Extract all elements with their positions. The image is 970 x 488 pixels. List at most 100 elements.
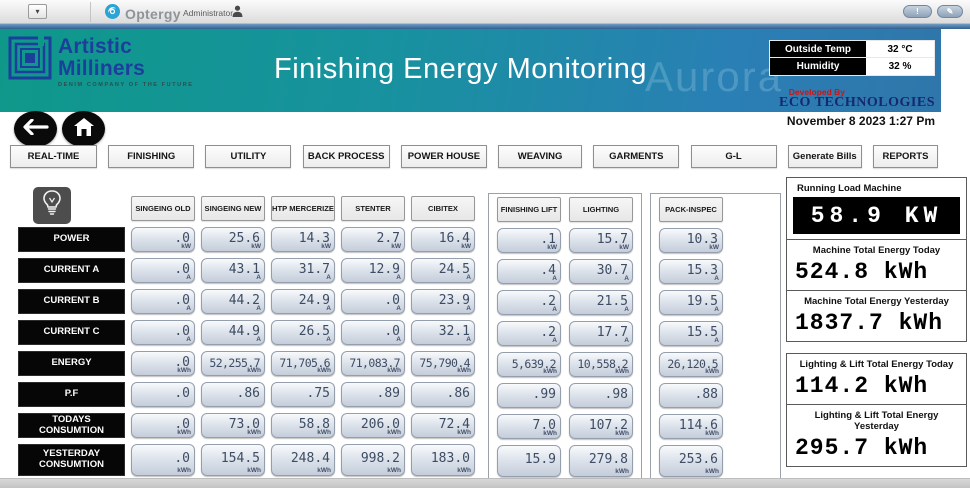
humidity-value: 32 % bbox=[866, 58, 934, 75]
optergy-brand: Optergy bbox=[104, 3, 181, 25]
edit-button[interactable]: ✎ bbox=[937, 5, 963, 18]
home-button[interactable] bbox=[62, 111, 105, 147]
row-label-current-c: CURRENT C bbox=[18, 320, 125, 345]
lcd-value: .88 bbox=[694, 387, 718, 402]
summary-panel: Running Load Machine 58.9 KW Machine Tot… bbox=[786, 177, 967, 467]
column-header-lighting[interactable]: LIGHTING bbox=[569, 197, 633, 222]
nav-back-process[interactable]: BACK PROCESS bbox=[302, 145, 390, 168]
unit-label: kWh bbox=[247, 467, 261, 474]
lighting-bulb-button[interactable] bbox=[33, 187, 71, 224]
lcd-cell: 58.8 kWh bbox=[271, 413, 335, 438]
unit-label: kWh bbox=[387, 429, 401, 436]
lcd-cell: 10,558.2 kWh bbox=[569, 352, 633, 377]
window-dropdown-button[interactable]: ▾ bbox=[28, 4, 47, 19]
lcd-cell: 30.7 A bbox=[569, 259, 633, 284]
outside-temp-label: Outside Temp bbox=[770, 41, 866, 57]
lcd-cell: .0 kWh bbox=[131, 413, 195, 438]
lcd-cell: 44.2 A bbox=[201, 289, 265, 314]
unit-label: A bbox=[186, 274, 191, 281]
lcd-value: 25.6 bbox=[228, 231, 260, 246]
lcd-cell: 16.4 kW bbox=[411, 227, 475, 252]
lcd-value: .86 bbox=[446, 386, 470, 401]
summary-label: Lighting & Lift Total Energy Yesterday bbox=[814, 410, 939, 432]
page-title: Finishing Energy Monitoring bbox=[274, 53, 647, 85]
nav-utility[interactable]: UTILITY bbox=[205, 145, 292, 168]
artistic-milliners-logo-icon bbox=[8, 36, 52, 88]
nav-power-house[interactable]: POWER HOUSE bbox=[400, 145, 487, 168]
nav-g-l[interactable]: G-L bbox=[690, 145, 777, 168]
lcd-cell: .0 A bbox=[131, 289, 195, 314]
unit-label: kWh bbox=[615, 468, 629, 475]
lcd-value: 30.7 bbox=[596, 263, 628, 278]
lcd-value: 23.9 bbox=[438, 293, 470, 308]
main-columns: SINGEING OLD .0 kW .0 A .0 A .0 A .0 kWh .0.0 kWh .0 k… bbox=[131, 196, 475, 476]
unit-label: A bbox=[186, 336, 191, 343]
unit-label: kWh bbox=[457, 467, 471, 474]
developer-name: ECO TECHNOLOGIES bbox=[779, 95, 935, 110]
lcd-cell: 23.9 A bbox=[411, 289, 475, 314]
lcd-cell: 75,790.4 kWh bbox=[411, 351, 475, 376]
lcd-value: 10,558.2 bbox=[577, 357, 628, 371]
lcd-cell: .4 A bbox=[497, 259, 561, 284]
unit-label: kWh bbox=[615, 368, 629, 375]
nav-garments[interactable]: GARMENTS bbox=[593, 145, 680, 168]
lcd-value: 107.2 bbox=[588, 418, 628, 433]
lcd-cell: 31.7 A bbox=[271, 258, 335, 283]
nav-weaving[interactable]: WEAVING bbox=[498, 145, 583, 168]
unit-label: kW bbox=[181, 243, 191, 250]
lcd-value: 72.4 bbox=[438, 417, 470, 432]
column-header-pack-inspec[interactable]: PACK-INSPEC bbox=[659, 197, 723, 222]
lcd-cell: .88 bbox=[659, 383, 723, 408]
unit-label: A bbox=[256, 274, 261, 281]
lcd-value: 15.7 bbox=[596, 232, 628, 247]
lcd-value: 183.0 bbox=[430, 451, 470, 466]
nav-real-time[interactable]: REAL-TIME bbox=[10, 145, 97, 168]
nav-finishing[interactable]: FINISHING bbox=[108, 145, 195, 168]
unit-label: kWh bbox=[615, 430, 629, 437]
lcd-value: .0 bbox=[174, 417, 190, 432]
lcd-value: 279.8 bbox=[588, 452, 628, 467]
user-person-icon[interactable] bbox=[232, 5, 243, 23]
machine-column-singeing-old: SINGEING OLD .0 kW .0 A .0 A .0 A .0 kWh .0.0 kWh .0 k… bbox=[131, 196, 195, 476]
nav-reports[interactable]: REPORTS bbox=[872, 145, 938, 168]
unit-label: kW bbox=[709, 244, 719, 251]
group-pack-inspec: PACK-INSPEC 10.3 kW 15.3 A 19.5 A 15.5 A 26,120.5… bbox=[650, 193, 781, 481]
lcd-cell: .0 A bbox=[131, 258, 195, 283]
column-header-finishing-lift[interactable]: FINISHING LIFT bbox=[497, 197, 561, 222]
lcd-value: 14.3 bbox=[298, 231, 330, 246]
nav-generate-bills[interactable]: Generate Bills bbox=[787, 145, 862, 168]
lcd-cell: .99 bbox=[497, 383, 561, 408]
lcd-value: 15.5 bbox=[686, 325, 718, 340]
unit-label: A bbox=[256, 336, 261, 343]
lcd-cell: .0 kWh bbox=[131, 444, 195, 476]
summary-value: 295.7 kWh bbox=[795, 435, 929, 461]
unit-label: A bbox=[714, 337, 719, 344]
column-header-cibitex[interactable]: CIBITEX bbox=[411, 196, 475, 221]
column-header-singeing-old[interactable]: SINGEING OLD bbox=[131, 196, 195, 221]
logo-line1: Artistic bbox=[58, 35, 132, 58]
lcd-cell: 15.3 A bbox=[659, 259, 723, 284]
running-load-value: 58.9 KW bbox=[793, 197, 960, 234]
unit-label: A bbox=[396, 305, 401, 312]
column-header-htp-mercerize[interactable]: HTP MERCERIZE bbox=[271, 196, 335, 221]
optergy-brand-name: Optergy bbox=[125, 6, 181, 22]
row-label-current-b: CURRENT B bbox=[18, 289, 125, 314]
machine-column-stenter: STENTER 2.7 kW 12.9 A .0 A .0 A 71,083.7 kWh .89 206… bbox=[341, 196, 405, 476]
lcd-cell: 14.3 kW bbox=[271, 227, 335, 252]
unit-label: kW bbox=[391, 243, 401, 250]
lcd-value: 19.5 bbox=[686, 294, 718, 309]
column-header-singeing-new[interactable]: SINGEING NEW bbox=[201, 196, 265, 221]
unit-label: kW bbox=[251, 243, 261, 250]
lcd-value: 73.0 bbox=[228, 417, 260, 432]
alarm-button[interactable]: ! bbox=[903, 5, 932, 18]
environment-readouts: Outside Temp 32 °C Humidity 32 % bbox=[769, 40, 935, 76]
column-header-stenter[interactable]: STENTER bbox=[341, 196, 405, 221]
group-lift-lighting: FINISHING LIFT .1 kW .4 A .2 A .2 A 5,639.2 kWh .99… bbox=[488, 193, 642, 481]
summary-box-lighting-lift-total-energy-today: Lighting & Lift Total Energy Today 114.2 … bbox=[786, 353, 967, 405]
lcd-cell: .2 A bbox=[497, 321, 561, 346]
lcd-value: 71,083.7 bbox=[349, 356, 400, 370]
back-button[interactable] bbox=[14, 111, 57, 147]
unit-label: kWh bbox=[387, 367, 401, 374]
top-bar: ▾ Optergy Administrator ! ✎ bbox=[0, 0, 970, 24]
lcd-value: 26.5 bbox=[298, 324, 330, 339]
